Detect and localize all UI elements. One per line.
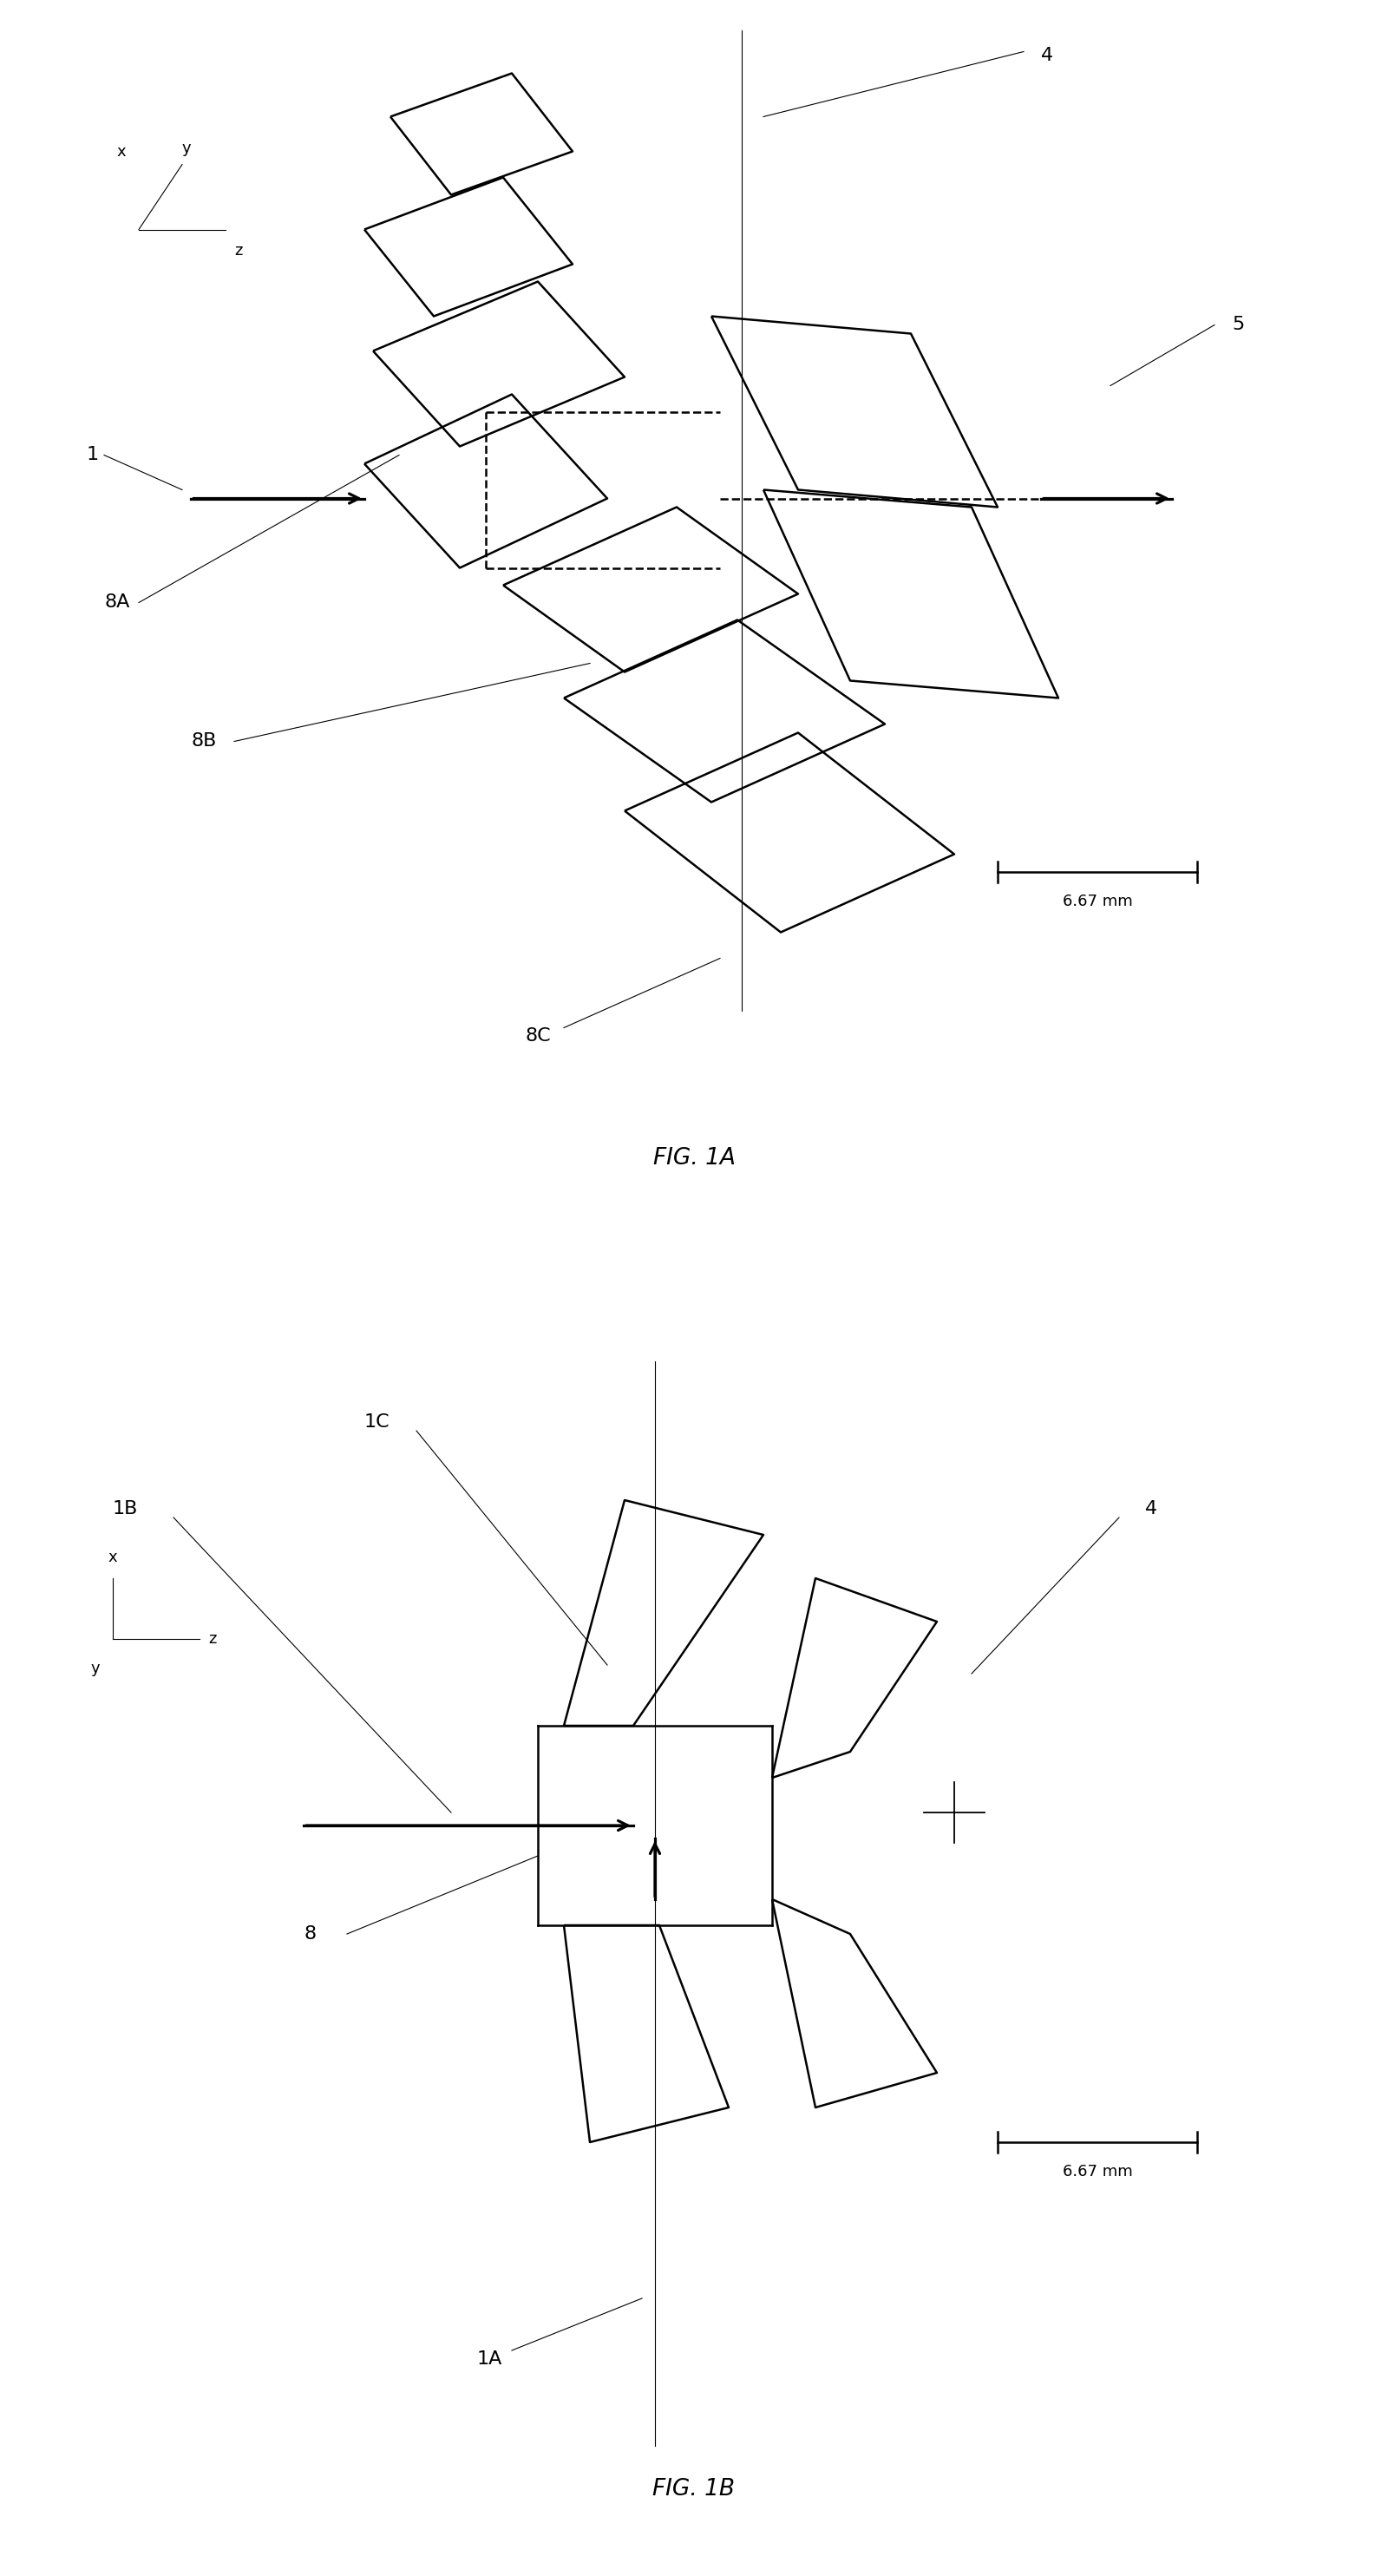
- Text: 5: 5: [1233, 317, 1244, 335]
- Text: y: y: [90, 1662, 100, 1677]
- Text: 4: 4: [1145, 1499, 1158, 1517]
- Text: 4: 4: [1041, 46, 1053, 64]
- Text: x: x: [108, 1551, 118, 1566]
- Text: 8: 8: [304, 1924, 316, 1942]
- Text: y: y: [182, 139, 192, 155]
- Text: 6.67 mm: 6.67 mm: [1062, 2164, 1133, 2179]
- Text: 1A: 1A: [477, 2349, 502, 2367]
- Text: 8A: 8A: [104, 595, 129, 611]
- Text: z: z: [235, 242, 243, 258]
- Text: x: x: [117, 144, 126, 160]
- Text: 1C: 1C: [364, 1414, 390, 1430]
- Text: 8C: 8C: [525, 1028, 551, 1046]
- Text: 1: 1: [86, 446, 99, 464]
- Text: FIG. 1B: FIG. 1B: [652, 2478, 736, 2501]
- Text: FIG. 1A: FIG. 1A: [652, 1146, 736, 1170]
- Text: 1B: 1B: [112, 1499, 139, 1517]
- Text: 8B: 8B: [192, 732, 217, 750]
- Text: z: z: [208, 1631, 217, 1646]
- Text: 6.67 mm: 6.67 mm: [1062, 894, 1133, 909]
